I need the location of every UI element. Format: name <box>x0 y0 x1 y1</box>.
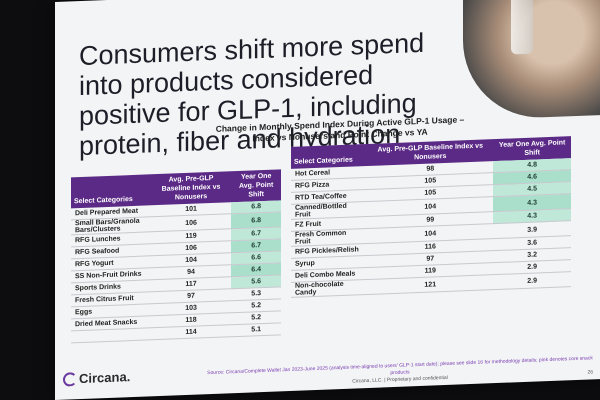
row-point-shift: 2.9 <box>493 271 571 290</box>
row-category: Non-chocolate Candy <box>291 279 368 298</box>
page-number: 26 <box>587 369 593 376</box>
row-baseline-index: 114 <box>150 324 232 340</box>
slide-footnote: Source: Circana/Complete Wallet Jan 2023… <box>205 355 595 391</box>
row-category <box>71 327 151 343</box>
column-header-shift: Year One Avg. Point Shift <box>493 136 571 162</box>
column-header-category: Select Categories <box>71 174 151 209</box>
right-data-table: Select Categories Avg. Pre-GLP Baseline … <box>291 136 571 298</box>
circana-logo-icon <box>63 371 77 387</box>
water-glass-icon <box>511 0 533 55</box>
slide: Consumers shift more spend into products… <box>55 0 600 400</box>
column-header-shift: Year One Avg. Point Shift <box>231 169 281 203</box>
circana-logo: Circana. <box>63 369 130 387</box>
hydration-photo <box>463 0 600 121</box>
brand-name: Circana. <box>79 369 131 387</box>
column-header-baseline: Avg. Pre-GLP Baseline Index vs Nonusers <box>150 171 232 206</box>
column-header-category: Select Categories <box>291 144 368 169</box>
row-point-shift: 5.1 <box>231 322 281 337</box>
left-data-table: Select Categories Avg. Pre-GLP Baseline … <box>71 169 281 343</box>
